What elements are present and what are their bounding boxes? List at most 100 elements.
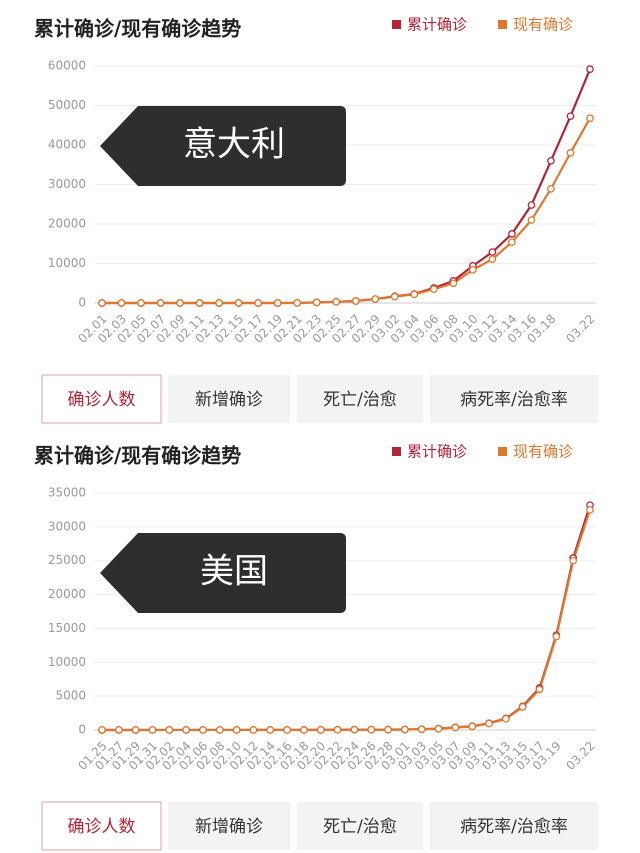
- data-point: [114, 726, 123, 734]
- y-tick-label: 20000: [48, 217, 86, 231]
- tab-button[interactable]: [168, 375, 290, 423]
- y-tick-label: 30000: [48, 519, 86, 533]
- y-tick-label: 50000: [48, 98, 86, 112]
- data-point: [566, 149, 575, 157]
- legend-label: 累计确诊: [407, 16, 467, 34]
- data-point: [535, 685, 544, 694]
- data-point: [350, 725, 359, 734]
- chart-title: 累计确诊/现有确诊趋势: [34, 17, 241, 41]
- data-point: [569, 556, 578, 565]
- tab-button[interactable]: [41, 801, 162, 851]
- data-point: [293, 299, 302, 307]
- y-tick-label: 0: [78, 296, 86, 310]
- tab-button[interactable]: [430, 802, 598, 850]
- data-point: [117, 299, 126, 307]
- data-point: [488, 255, 497, 264]
- data-point: [156, 299, 165, 307]
- tab-label[interactable]: 新增确诊: [195, 390, 263, 410]
- data-point: [273, 299, 282, 307]
- y-tick-label: 10000: [48, 655, 86, 669]
- data-point: [508, 238, 516, 247]
- tab-button[interactable]: [297, 375, 423, 423]
- data-point: [351, 297, 360, 305]
- data-point: [384, 725, 392, 734]
- data-point: [215, 299, 223, 307]
- data-point: [586, 65, 594, 74]
- tab-label[interactable]: 病死率/治愈率: [460, 390, 568, 410]
- x-tick-label: 03.22: [563, 312, 597, 346]
- y-tick-label: 0: [78, 723, 86, 737]
- annotation-label: 美国: [200, 552, 268, 592]
- data-point: [527, 201, 536, 209]
- data-point: [502, 714, 510, 723]
- data-point: [165, 726, 174, 734]
- y-tick-label: 20000: [48, 587, 86, 601]
- data-point: [266, 726, 275, 734]
- data-point: [429, 285, 438, 294]
- legend-swatch: [498, 447, 507, 456]
- data-point: [469, 265, 477, 274]
- chart-title: 累计确诊/现有确诊趋势: [34, 444, 241, 468]
- legend-swatch: [392, 20, 401, 29]
- data-point: [316, 726, 325, 734]
- tab-label[interactable]: 确诊人数: [68, 817, 136, 837]
- legend-swatch: [498, 20, 507, 29]
- data-point: [137, 299, 145, 307]
- data-point: [566, 112, 575, 121]
- tab-label[interactable]: 病死率/治愈率: [460, 817, 568, 837]
- annotation-box: [100, 533, 346, 613]
- data-point: [176, 299, 184, 307]
- legend-label: 累计确诊: [407, 443, 467, 461]
- data-point: [367, 725, 376, 734]
- tab-button[interactable]: [168, 802, 290, 850]
- data-point: [283, 726, 291, 734]
- chart-panel: 累计确诊/现有确诊趋势 累计确诊 现有确诊 0 10000 20000 30000 40000…: [34, 16, 598, 424]
- tab-label[interactable]: 死亡/治愈: [323, 390, 397, 410]
- series-line: [102, 68, 592, 305]
- y-tick-label: 35000: [48, 486, 86, 500]
- data-point: [410, 290, 419, 299]
- data-point: [390, 292, 399, 301]
- data-point: [195, 299, 204, 307]
- y-tick-label: 30000: [48, 177, 86, 191]
- data-point: [518, 703, 527, 711]
- data-point: [449, 279, 458, 288]
- data-point: [586, 114, 594, 122]
- data-point: [215, 726, 224, 734]
- data-point: [312, 298, 321, 307]
- y-tick-label: 25000: [48, 553, 86, 567]
- tab-button[interactable]: [430, 375, 598, 423]
- data-point: [434, 724, 443, 733]
- data-point: [131, 726, 140, 734]
- x-tick-label: 03.22: [563, 739, 597, 773]
- data-point: [232, 726, 241, 734]
- data-point: [332, 297, 341, 306]
- annotation-label: 意大利: [183, 125, 285, 165]
- legend-label: 现有确诊: [513, 16, 573, 34]
- data-point: [586, 506, 594, 514]
- data-point: [148, 726, 157, 734]
- y-tick-label: 15000: [48, 621, 86, 635]
- y-tick-label: 5000: [55, 689, 86, 703]
- data-point: [182, 726, 190, 734]
- data-point: [547, 156, 555, 165]
- tab-button[interactable]: [41, 374, 162, 424]
- data-point: [371, 295, 380, 303]
- data-point: [249, 726, 258, 734]
- y-tick-label: 60000: [48, 59, 86, 73]
- data-point: [547, 184, 555, 193]
- tab-label[interactable]: 死亡/治愈: [323, 817, 397, 837]
- chart-panel: 累计确诊/现有确诊趋势 累计确诊 现有确诊 0 5000 10000 15000 20000 2…: [34, 443, 598, 851]
- data-point: [98, 726, 106, 734]
- tab-label[interactable]: 新增确诊: [195, 817, 263, 837]
- tab-label[interactable]: 确诊人数: [68, 390, 136, 410]
- data-point: [485, 719, 493, 728]
- data-point: [300, 726, 308, 734]
- data-point: [254, 299, 263, 307]
- tab-button[interactable]: [297, 802, 423, 850]
- data-point: [199, 726, 207, 734]
- annotation-box: [100, 106, 346, 186]
- legend-swatch: [392, 447, 401, 456]
- legend-label: 现有确诊: [513, 443, 573, 461]
- data-point: [508, 230, 516, 238]
